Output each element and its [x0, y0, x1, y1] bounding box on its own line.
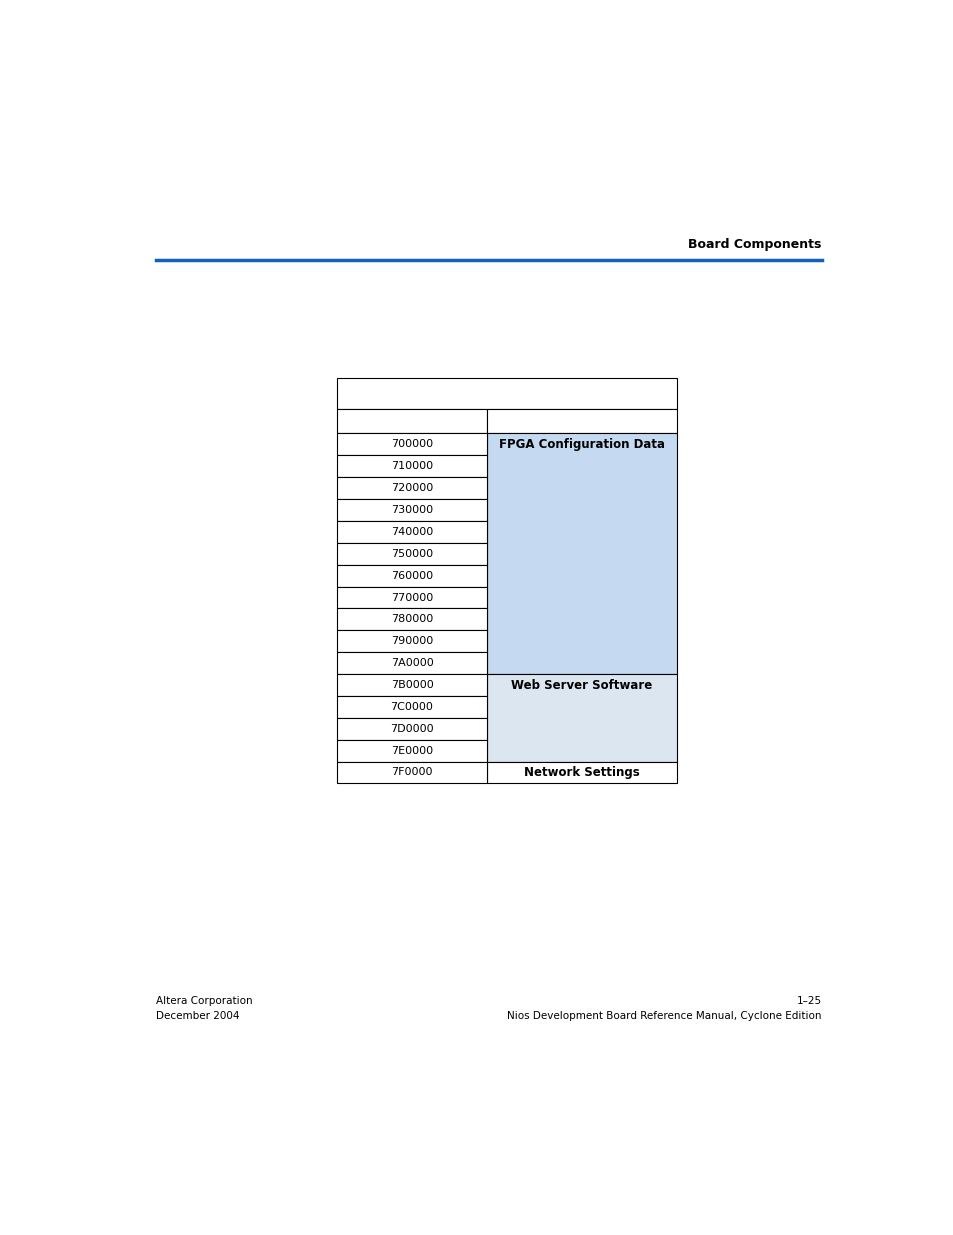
- Bar: [337, 499, 486, 521]
- Bar: [337, 521, 486, 543]
- Text: 7F0000: 7F0000: [391, 767, 433, 778]
- Text: 720000: 720000: [391, 483, 433, 493]
- Bar: [337, 630, 486, 652]
- Text: 700000: 700000: [391, 440, 433, 450]
- Text: 770000: 770000: [391, 593, 433, 603]
- Text: Nios Development Board Reference Manual, Cyclone Edition: Nios Development Board Reference Manual,…: [507, 1011, 821, 1021]
- Bar: [337, 762, 486, 783]
- Bar: [337, 697, 486, 718]
- Bar: [337, 477, 486, 499]
- Bar: [337, 587, 486, 609]
- Bar: [337, 456, 486, 477]
- Text: 740000: 740000: [391, 527, 433, 537]
- Text: 7E0000: 7E0000: [391, 746, 433, 756]
- Text: FPGA Configuration Data: FPGA Configuration Data: [498, 438, 664, 451]
- Text: 730000: 730000: [391, 505, 433, 515]
- Bar: [337, 740, 486, 762]
- Bar: [486, 674, 676, 762]
- Bar: [486, 762, 676, 783]
- Text: 7C0000: 7C0000: [390, 701, 433, 711]
- Bar: [337, 674, 486, 697]
- Text: Board Components: Board Components: [687, 238, 821, 251]
- Text: December 2004: December 2004: [156, 1011, 239, 1021]
- Text: 1–25: 1–25: [796, 995, 821, 1007]
- Bar: [337, 564, 486, 587]
- Text: 7D0000: 7D0000: [390, 724, 434, 734]
- Text: 790000: 790000: [391, 636, 433, 646]
- Text: 780000: 780000: [391, 614, 433, 625]
- Text: 710000: 710000: [391, 462, 433, 472]
- Bar: [486, 409, 676, 433]
- Bar: [337, 409, 486, 433]
- Text: Altera Corporation: Altera Corporation: [156, 995, 253, 1007]
- Bar: [337, 543, 486, 564]
- Bar: [337, 609, 486, 630]
- Bar: [337, 652, 486, 674]
- Text: 760000: 760000: [391, 571, 433, 580]
- Bar: [337, 433, 486, 456]
- Bar: [486, 433, 676, 674]
- Text: 7B0000: 7B0000: [390, 680, 433, 690]
- Bar: [337, 378, 676, 409]
- Bar: [337, 718, 486, 740]
- Text: 750000: 750000: [391, 548, 433, 558]
- Text: 7A0000: 7A0000: [390, 658, 433, 668]
- Text: Network Settings: Network Settings: [523, 766, 639, 779]
- Text: Web Server Software: Web Server Software: [511, 678, 652, 692]
